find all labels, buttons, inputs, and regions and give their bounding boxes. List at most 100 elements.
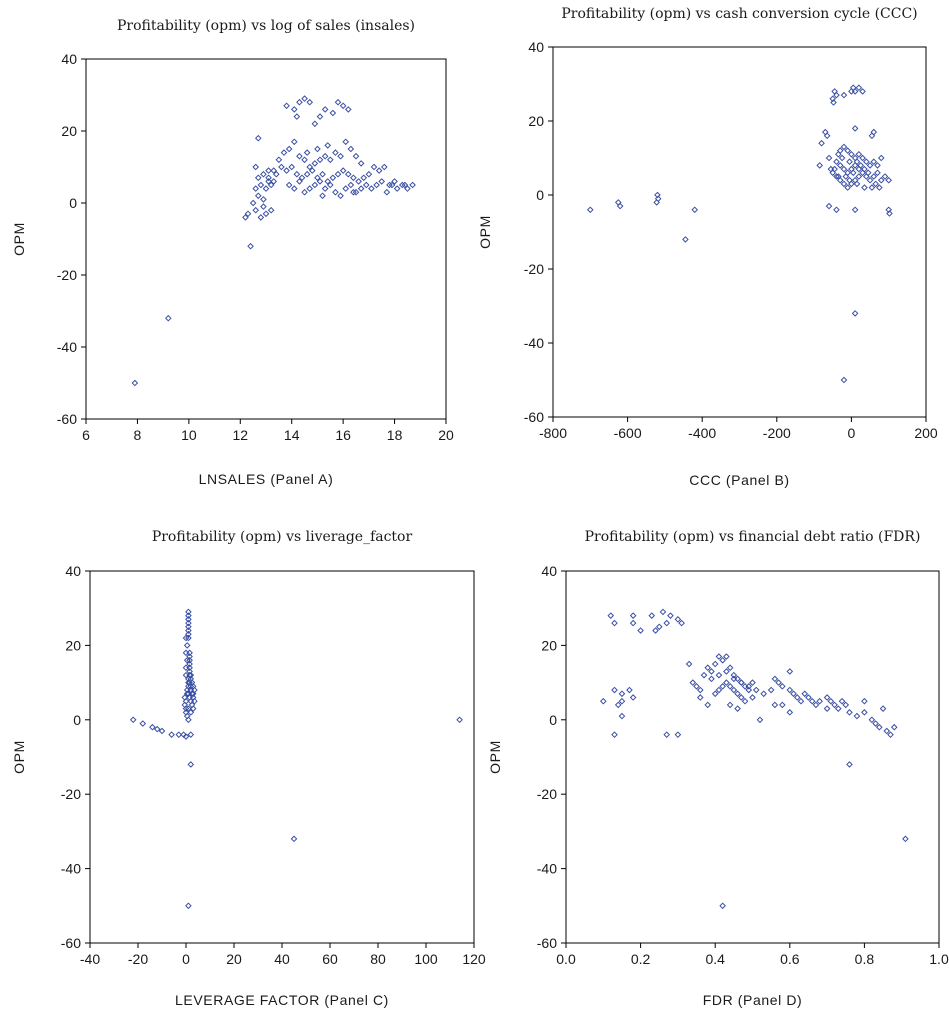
data-point	[186, 653, 193, 660]
data-point	[280, 149, 288, 156]
x-tick-label: 10	[181, 427, 197, 443]
data-point	[168, 731, 175, 738]
data-point	[332, 149, 339, 156]
x-tick-label: 80	[370, 951, 386, 967]
data-point	[876, 184, 883, 191]
data-point	[715, 686, 723, 694]
data-point	[853, 158, 861, 166]
data-point	[164, 314, 172, 322]
data-point	[835, 150, 842, 158]
data-point	[616, 202, 624, 210]
data-point	[182, 705, 190, 712]
data-point	[719, 683, 726, 690]
data-point	[708, 668, 715, 675]
data-point	[842, 701, 850, 709]
data-point	[726, 683, 734, 690]
data-point	[270, 178, 278, 185]
data-point	[329, 109, 337, 117]
data-point	[840, 91, 848, 99]
data-point	[306, 163, 314, 171]
data-point	[244, 210, 252, 218]
data-point	[840, 180, 848, 188]
data-point	[626, 686, 633, 694]
data-point	[823, 132, 831, 140]
data-point	[874, 162, 881, 169]
data-point	[614, 701, 622, 709]
data-point	[288, 163, 296, 171]
data-point	[296, 98, 303, 106]
data-point	[254, 192, 262, 200]
data-point	[186, 660, 193, 668]
data-point	[149, 723, 156, 731]
data-point	[285, 145, 293, 153]
data-point	[611, 686, 618, 694]
chart-title: Profitability (opm) vs cash conversion c…	[561, 6, 917, 22]
data-point	[775, 679, 782, 686]
data-point	[836, 162, 844, 169]
data-point	[846, 709, 853, 716]
x-tick-label: 200	[914, 425, 938, 441]
data-point	[868, 716, 876, 724]
data-point	[388, 181, 396, 189]
data-point	[319, 170, 326, 178]
data-point	[872, 720, 879, 727]
data-point	[185, 619, 192, 627]
data-point	[301, 95, 308, 102]
x-tick-label: 0	[182, 951, 190, 967]
data-point	[187, 731, 195, 738]
data-point	[654, 195, 662, 203]
data-point	[334, 170, 342, 178]
data-point	[693, 683, 700, 690]
data-point	[321, 152, 329, 160]
data-point	[252, 206, 260, 214]
data-point	[833, 206, 840, 214]
data-point	[409, 181, 416, 189]
plot-frame	[89, 570, 475, 944]
y-tick-label: -60	[537, 935, 557, 951]
data-point	[738, 679, 745, 686]
y-tick-label: -40	[61, 861, 81, 877]
data-point	[249, 199, 257, 207]
y-axis-label: OPM	[487, 740, 503, 774]
data-point	[456, 716, 463, 724]
y-tick-label: -20	[61, 786, 81, 802]
data-point	[265, 167, 272, 174]
data-point	[771, 675, 779, 683]
data-point	[704, 701, 712, 709]
x-tick-label: 120	[462, 951, 486, 967]
data-point	[185, 612, 192, 619]
data-point	[357, 160, 365, 167]
data-point	[881, 173, 889, 180]
data-point	[332, 188, 339, 196]
data-point	[187, 683, 195, 690]
data-point	[298, 174, 306, 182]
data-point	[267, 206, 275, 214]
x-tick-label: 1.0	[929, 951, 949, 967]
data-point	[890, 723, 898, 731]
data-point	[752, 686, 760, 694]
data-point	[734, 705, 741, 712]
data-point	[829, 95, 837, 103]
data-point	[324, 178, 332, 185]
data-point	[793, 694, 801, 701]
data-point	[186, 679, 193, 686]
data-point	[393, 185, 401, 192]
data-point	[790, 690, 797, 698]
y-tick-label: -20	[537, 786, 557, 802]
data-point	[886, 210, 893, 217]
x-tick-label: 18	[387, 427, 403, 443]
panel-d: Profitability (opm) vs financial debt ra…	[487, 529, 949, 1008]
data-point	[870, 173, 878, 180]
data-point	[260, 170, 267, 178]
data-point	[846, 176, 853, 184]
data-point	[321, 185, 329, 192]
data-point	[738, 679, 745, 686]
data-point	[859, 154, 866, 162]
data-point	[853, 712, 861, 720]
data-point	[715, 671, 723, 679]
data-point	[296, 152, 303, 160]
data-point	[191, 697, 198, 705]
data-point	[700, 671, 708, 679]
x-tick-label: 40	[274, 951, 290, 967]
data-point	[848, 150, 855, 158]
